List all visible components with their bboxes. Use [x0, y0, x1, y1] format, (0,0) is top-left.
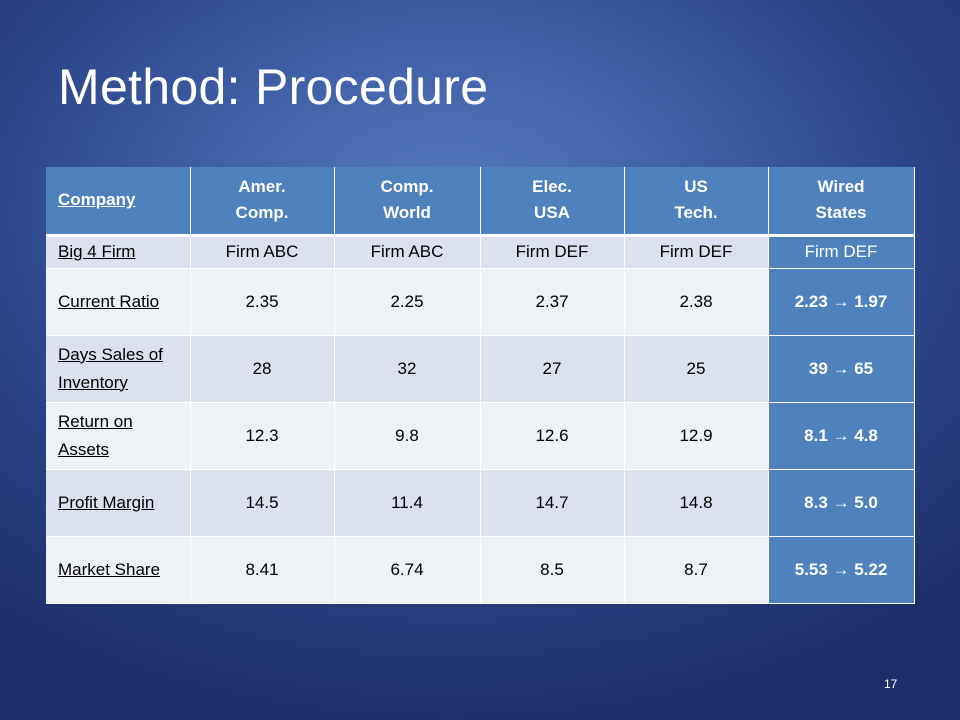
header-col-comp-world: Comp. World: [334, 167, 481, 237]
table-cell-highlight: Firm DEF: [768, 235, 915, 269]
row-label: Market Share: [46, 536, 191, 604]
table-header-row: Company Amer. Comp. Comp. World Elec. USA U…: [46, 167, 915, 237]
table-cell-highlight: 8.3 → 5.0: [768, 469, 915, 537]
row-label: Profit Margin: [46, 469, 191, 537]
table-cell: 28: [190, 335, 335, 403]
table-cell: 2.38: [624, 268, 769, 336]
table-cell-highlight: 8.1 → 4.8: [768, 402, 915, 470]
table-cell: 25: [624, 335, 769, 403]
row-label: Big 4 Firm: [46, 235, 191, 269]
header-col-amer-comp: Amer. Comp.: [190, 167, 335, 237]
table-row: Market Share 8.41 6.74 8.5 8.7 5.53 → 5.…: [46, 536, 915, 604]
page-number: 17: [884, 677, 898, 691]
table-cell: 8.41: [190, 536, 335, 604]
row-label: Current Ratio: [46, 268, 191, 336]
table-cell: 2.25: [334, 268, 481, 336]
table-row: Return on Assets 12.3 9.8 12.6 12.9 8.1 …: [46, 402, 915, 470]
table-cell: Firm DEF: [480, 235, 625, 269]
table-cell: 2.35: [190, 268, 335, 336]
slide-title: Method: Procedure: [58, 59, 489, 115]
table-cell: 12.9: [624, 402, 769, 470]
table-cell: Firm DEF: [624, 235, 769, 269]
table-cell-highlight: 2.23 → 1.97: [768, 268, 915, 336]
table-cell: 8.7: [624, 536, 769, 604]
table-cell: 11.4: [334, 469, 481, 537]
table-cell: 27: [480, 335, 625, 403]
table-cell: Firm ABC: [334, 235, 481, 269]
table-cell: 2.37: [480, 268, 625, 336]
table-cell: Firm ABC: [190, 235, 335, 269]
header-col-wired-states: Wired States: [768, 167, 915, 237]
table-row: Big 4 Firm Firm ABC Firm ABC Firm DEF Fi…: [46, 235, 915, 269]
table-cell: 9.8: [334, 402, 481, 470]
table-cell: 32: [334, 335, 481, 403]
table-cell: 6.74: [334, 536, 481, 604]
comparison-table: Company Amer. Comp. Comp. World Elec. USA U…: [46, 167, 915, 604]
header-col-us-tech: US Tech.: [624, 167, 769, 237]
header-company: Company: [46, 167, 191, 237]
table-cell-highlight: 39 → 65: [768, 335, 915, 403]
row-label: Return on Assets: [46, 402, 191, 470]
table-row: Days Sales of Inventory 28 32 27 25 39 →…: [46, 335, 915, 403]
table-row: Current Ratio 2.35 2.25 2.37 2.38 2.23 →…: [46, 268, 915, 336]
table-cell: 12.6: [480, 402, 625, 470]
table-cell: 8.5: [480, 536, 625, 604]
header-col-elec-usa: Elec. USA: [480, 167, 625, 237]
table-cell: 14.7: [480, 469, 625, 537]
table-cell-highlight: 5.53 → 5.22: [768, 536, 915, 604]
table-cell: 14.5: [190, 469, 335, 537]
table-cell: 14.8: [624, 469, 769, 537]
table-cell: 12.3: [190, 402, 335, 470]
table-row: Profit Margin 14.5 11.4 14.7 14.8 8.3 → …: [46, 469, 915, 537]
row-label: Days Sales of Inventory: [46, 335, 191, 403]
